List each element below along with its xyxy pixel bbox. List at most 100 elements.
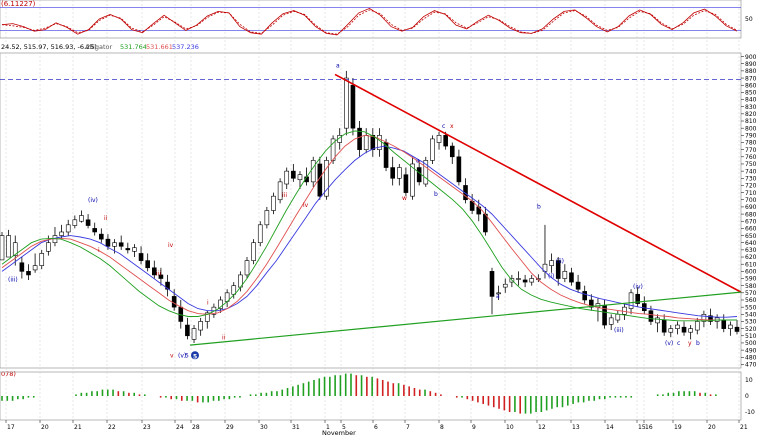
x-tick-label: 24	[176, 424, 184, 431]
lower-trendline	[189, 291, 742, 346]
candle-up	[6, 235, 11, 258]
candle-down	[171, 296, 177, 308]
wave-label: i	[207, 299, 209, 306]
candle-up	[46, 242, 51, 252]
x-tick-label: 9	[472, 424, 476, 431]
ao-label: 078)	[1, 370, 16, 378]
x-tick-label: 5	[342, 424, 346, 431]
candle-down	[185, 324, 190, 337]
y-tick-label: 720	[745, 183, 757, 190]
candle-down	[403, 174, 409, 193]
candle-up	[496, 292, 501, 295]
wave-circle-marker	[191, 351, 199, 360]
candle-up	[410, 163, 415, 197]
alligator-lips-line	[1, 130, 737, 322]
candle-down	[158, 274, 164, 279]
wave-label: c	[677, 340, 680, 347]
y-tick-label: 560	[745, 297, 757, 304]
x-tick-label: 21	[74, 424, 82, 431]
candle-down	[681, 326, 687, 333]
candle-down	[661, 319, 667, 333]
x-tick-label: 12	[538, 424, 546, 431]
candle-down	[118, 242, 124, 247]
alligator-jaw-value: 531.764	[120, 43, 147, 51]
candle-down	[443, 135, 448, 147]
candle-down	[522, 279, 528, 283]
x-tick-label: 6	[374, 424, 378, 431]
candle-down	[370, 135, 376, 150]
x-tick-label: 21	[740, 424, 748, 431]
y-tick-label: 580	[745, 283, 757, 290]
y-tick-label: 730	[745, 175, 757, 182]
wave-label: (v)	[665, 340, 673, 347]
wave-label: b	[696, 340, 700, 347]
wave-label: (ii)	[556, 258, 564, 265]
oscillator-value-label: (6.11227)	[1, 0, 36, 8]
candle-down	[575, 281, 581, 290]
candle-up	[608, 317, 614, 325]
wave-label: (iii)	[614, 327, 624, 334]
main-panel	[0, 52, 742, 369]
wave-label: iv	[303, 202, 309, 209]
candle-down	[165, 281, 170, 290]
y-tick-label: 680	[745, 211, 757, 218]
x-tick-label: 13	[572, 424, 580, 431]
candle-up	[112, 242, 117, 247]
x-tick-label: 14	[606, 424, 614, 431]
y-tick-label: 550	[745, 304, 757, 311]
candle-up	[562, 271, 568, 279]
candle-up	[622, 306, 627, 315]
candle-up	[264, 210, 270, 226]
upper-trendline	[334, 73, 742, 293]
candle-down	[92, 228, 98, 233]
candle-up	[257, 224, 263, 244]
candle-up	[284, 170, 290, 185]
y-tick-label: 820	[745, 111, 757, 118]
y-tick-label: 830	[745, 104, 757, 111]
candle-down	[85, 219, 91, 226]
y-tick-label: 600	[745, 269, 757, 276]
candle-up	[615, 314, 621, 321]
candle-up	[12, 242, 18, 256]
candle-down	[151, 267, 157, 276]
candle-up	[72, 219, 78, 226]
y-tick-label: 780	[745, 140, 757, 147]
y-tick-label: 470	[745, 362, 757, 369]
candle-up	[516, 278, 521, 280]
alligator-teeth-line	[1, 134, 737, 321]
wave-label: b	[434, 191, 438, 198]
x-tick-label: 22	[108, 424, 116, 431]
y-tick-label: 850	[745, 90, 757, 97]
wave-label: (iii)	[8, 276, 18, 283]
y-tick-label: 770	[745, 147, 757, 154]
candle-up	[549, 260, 554, 266]
candle-down	[125, 248, 131, 251]
candle-down	[138, 253, 144, 261]
y-tick-label: 660	[745, 226, 757, 233]
wave-label: (iv)	[633, 284, 643, 291]
y-tick-label: 610	[745, 261, 757, 268]
oscillator-signal-line	[1, 9, 738, 35]
wave-label: x	[450, 123, 454, 130]
ao-axis-label: 0	[745, 393, 749, 400]
candle-down	[449, 145, 455, 158]
y-tick-label: 630	[745, 247, 757, 254]
y-tick-label: 760	[745, 154, 757, 161]
candle-up	[330, 138, 336, 161]
candle-down	[390, 167, 395, 179]
y-tick-label: 880	[745, 68, 757, 75]
candle-down	[589, 299, 594, 308]
alligator-lips-value: 537.236	[172, 43, 199, 51]
x-tick-label: 19	[674, 424, 682, 431]
wave-label: a	[496, 293, 500, 300]
y-tick-label: 570	[745, 290, 757, 297]
candle-up	[628, 292, 634, 309]
candle-up	[198, 321, 203, 331]
oscillator-panel	[0, 0, 742, 39]
candle-up	[271, 195, 276, 211]
candle-up	[430, 138, 435, 161]
candle-up	[675, 324, 680, 329]
x-tick-label: 28	[192, 424, 200, 431]
candle-down	[708, 315, 713, 322]
x-tick-label: 1	[326, 424, 330, 431]
